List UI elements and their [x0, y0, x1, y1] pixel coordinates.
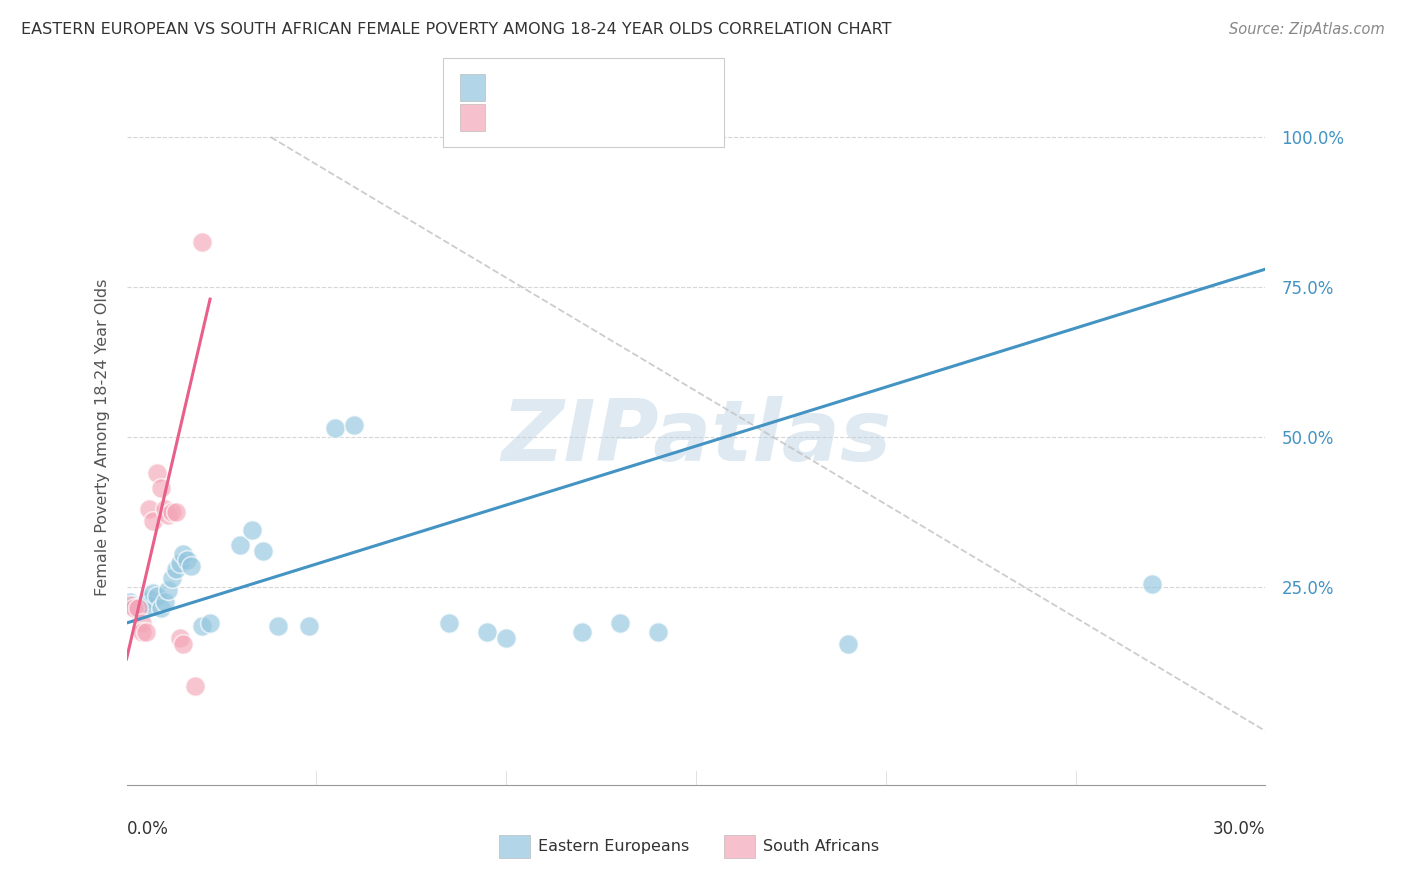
- Point: [240, 523, 263, 537]
- Point: [609, 615, 631, 630]
- Point: [169, 556, 191, 570]
- Point: [172, 637, 194, 651]
- Point: [127, 604, 149, 618]
- Point: [191, 619, 214, 633]
- Point: [146, 466, 169, 480]
- Text: 0.0%: 0.0%: [127, 820, 169, 838]
- Point: [1140, 577, 1163, 591]
- Y-axis label: Female Poverty Among 18-24 Year Olds: Female Poverty Among 18-24 Year Olds: [94, 278, 110, 596]
- Point: [176, 553, 198, 567]
- Text: Source: ZipAtlas.com: Source: ZipAtlas.com: [1229, 22, 1385, 37]
- Point: [267, 619, 290, 633]
- Point: [477, 625, 499, 640]
- Point: [184, 679, 207, 693]
- Point: [157, 508, 180, 522]
- Point: [127, 601, 149, 615]
- Point: [149, 481, 172, 495]
- Point: [180, 559, 202, 574]
- Point: [131, 625, 153, 640]
- Point: [837, 637, 859, 651]
- Point: [135, 625, 156, 640]
- Point: [146, 589, 169, 603]
- Point: [138, 592, 160, 607]
- Text: R = 0.588   N = 18: R = 0.588 N = 18: [496, 111, 648, 125]
- Point: [122, 598, 145, 612]
- Text: R = 0.472   N = 36: R = 0.472 N = 36: [496, 80, 648, 95]
- Point: [198, 615, 221, 630]
- Text: 30.0%: 30.0%: [1213, 820, 1265, 838]
- Point: [120, 598, 142, 612]
- Point: [229, 538, 252, 552]
- Point: [120, 595, 142, 609]
- Point: [160, 571, 183, 585]
- Point: [165, 505, 187, 519]
- Point: [252, 544, 274, 558]
- Point: [153, 595, 176, 609]
- Point: [160, 505, 183, 519]
- Point: [153, 502, 176, 516]
- Point: [165, 562, 187, 576]
- Point: [172, 547, 194, 561]
- Point: [439, 615, 461, 630]
- Point: [323, 421, 347, 435]
- Point: [191, 235, 214, 249]
- Text: EASTERN EUROPEAN VS SOUTH AFRICAN FEMALE POVERTY AMONG 18-24 YEAR OLDS CORRELATI: EASTERN EUROPEAN VS SOUTH AFRICAN FEMALE…: [21, 22, 891, 37]
- Point: [142, 514, 165, 528]
- Point: [142, 586, 165, 600]
- Point: [138, 598, 160, 612]
- Text: Eastern Europeans: Eastern Europeans: [538, 839, 690, 854]
- Point: [131, 615, 153, 630]
- Point: [135, 595, 156, 609]
- Point: [169, 631, 191, 645]
- Point: [343, 418, 366, 433]
- Point: [571, 625, 593, 640]
- Point: [495, 631, 517, 645]
- Point: [647, 625, 669, 640]
- Point: [122, 601, 145, 615]
- Text: ZIPatlas: ZIPatlas: [501, 395, 891, 479]
- Point: [298, 619, 321, 633]
- Point: [127, 601, 149, 615]
- Point: [131, 598, 153, 612]
- Point: [157, 582, 180, 597]
- Point: [149, 601, 172, 615]
- Point: [138, 502, 160, 516]
- Text: South Africans: South Africans: [763, 839, 880, 854]
